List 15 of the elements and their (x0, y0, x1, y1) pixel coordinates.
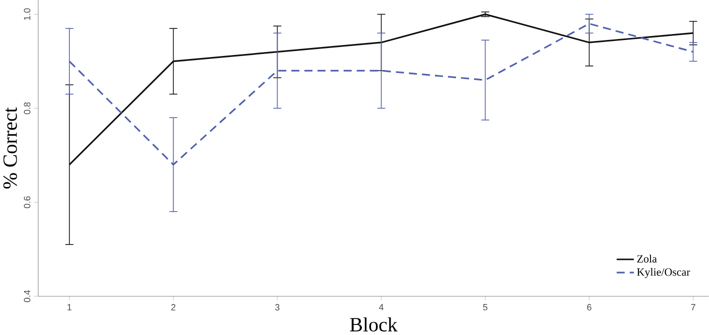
x-tick-label: 5 (483, 304, 488, 310)
y-tick-label: 1.0 (24, 8, 30, 20)
y-tick-label: 0.4 (24, 290, 30, 302)
y-axis-title: % Correct (3, 107, 18, 189)
legend-label: Zola (637, 254, 657, 263)
x-axis-title: Block (350, 317, 398, 332)
x-tick-label: 2 (171, 304, 176, 310)
x-tick-label: 6 (587, 304, 592, 311)
y-tick-label: 0.6 (24, 196, 30, 208)
x-tick-label: 3 (275, 304, 280, 311)
x-tick-label: 4 (378, 304, 384, 310)
legend-label: Kylie/Oscar (637, 268, 690, 278)
x-tick-label: 1 (68, 304, 72, 310)
x-tick-label: 7 (691, 304, 696, 310)
y-tick-label: 0.8 (24, 102, 30, 114)
